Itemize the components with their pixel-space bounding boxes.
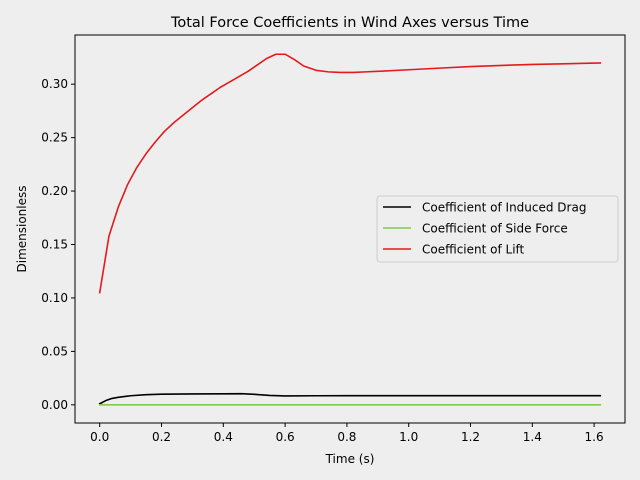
y-tick-label: 0.20 xyxy=(41,184,68,198)
y-tick-label: 0.05 xyxy=(41,344,68,358)
x-tick-label: 0.2 xyxy=(152,430,171,444)
chart-title: Total Force Coefficients in Wind Axes ve… xyxy=(170,15,529,31)
x-tick-label: 1.2 xyxy=(461,430,480,444)
legend-label: Coefficient of Induced Drag xyxy=(422,201,586,215)
x-tick-label: 1.4 xyxy=(523,430,542,444)
x-axis-label: Time (s) xyxy=(325,452,375,466)
x-axis-ticks: 0.0 0.2 0.4 0.6 0.8 1.0 1.2 1.4 1.6 xyxy=(90,423,604,444)
x-tick-label: 1.6 xyxy=(585,430,604,444)
series-line-3 xyxy=(98,53,602,294)
axes-frame xyxy=(74,34,626,424)
y-tick-label: 0.30 xyxy=(41,77,68,91)
legend-box xyxy=(376,195,619,263)
y-tick-label: 0.15 xyxy=(41,237,68,251)
y-tick-label: 0.00 xyxy=(41,398,68,412)
x-tick-label: 0.0 xyxy=(90,430,109,444)
y-axis-ticks: 0.00 0.05 0.10 0.15 0.20 0.25 0.30 xyxy=(41,77,75,412)
x-tick-label: 0.6 xyxy=(276,430,295,444)
y-tick-label: 0.10 xyxy=(41,291,68,305)
legend: Coefficient of Induced Drag Coefficient o… xyxy=(376,195,619,263)
y-axis-label: Dimensionless xyxy=(15,185,29,272)
legend-entries: Coefficient of Induced Drag Coefficient o… xyxy=(383,201,586,257)
y-tick-label: 0.25 xyxy=(41,131,68,145)
series-layer xyxy=(98,53,602,406)
legend-label: Coefficient of Lift xyxy=(422,243,525,257)
x-tick-label: 0.8 xyxy=(337,430,356,444)
legend-label: Coefficient of Side Force xyxy=(422,222,568,236)
x-tick-label: 1.0 xyxy=(399,430,418,444)
x-tick-label: 0.4 xyxy=(214,430,233,444)
series-line-1 xyxy=(98,392,602,405)
